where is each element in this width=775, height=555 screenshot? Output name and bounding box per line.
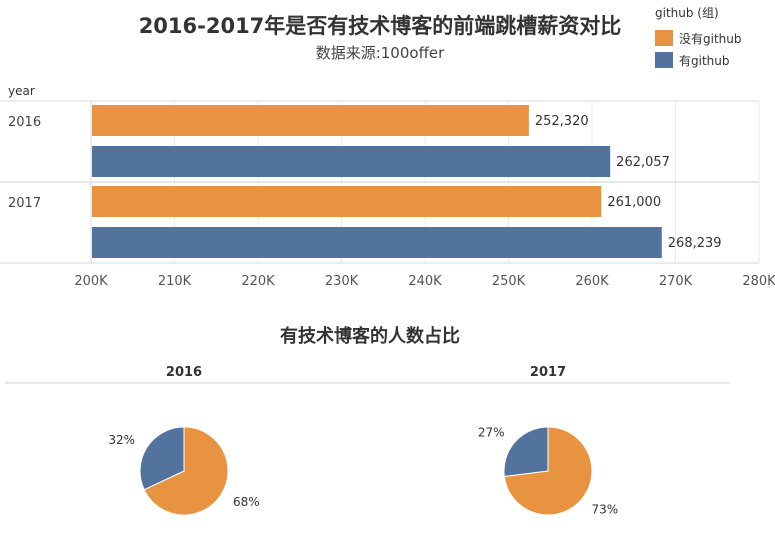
pies-title: 有技术博客的人数占比 bbox=[280, 326, 460, 347]
pie-label: 68% bbox=[233, 495, 260, 509]
legend-label-no-github: 没有github bbox=[679, 31, 742, 46]
pie-label: 27% bbox=[478, 426, 505, 440]
pie-panel-title-2016: 2016 bbox=[166, 365, 202, 380]
y-axis-title: year bbox=[8, 84, 35, 98]
x-tick-label: 270K bbox=[659, 274, 693, 289]
x-tick-label: 250K bbox=[492, 274, 526, 289]
data-label: 252,320 bbox=[535, 114, 589, 129]
data-label: 261,000 bbox=[607, 195, 661, 210]
bar-2017-no-github bbox=[92, 186, 602, 217]
pie-panel-title-2017: 2017 bbox=[530, 365, 566, 380]
pie-slice-2017-github bbox=[503, 426, 549, 478]
x-tick-label: 220K bbox=[241, 274, 275, 289]
pie-slice-2016-no-github bbox=[143, 426, 229, 516]
category-label-2017: 2017 bbox=[8, 196, 41, 211]
legend-title: github (组) bbox=[655, 6, 719, 20]
legend-swatch-github bbox=[655, 52, 673, 68]
legend-item-no-github[interactable]: 没有github bbox=[655, 27, 742, 49]
legend-swatch-no-github bbox=[655, 30, 673, 46]
x-tick-label: 230K bbox=[325, 274, 359, 289]
bar-2016-github bbox=[92, 146, 611, 177]
data-label: 268,239 bbox=[668, 236, 722, 251]
bar-chart: year 2016 252,320 262,057 2017 261,000 268,239… bbox=[0, 84, 775, 289]
x-tick-label: 260K bbox=[575, 274, 609, 289]
category-label-2016: 2016 bbox=[8, 115, 41, 130]
pie-charts: 2016 68% 32% 2017 73% 27% bbox=[5, 365, 730, 516]
legend: github (组) 没有github 有github bbox=[655, 4, 742, 71]
bar-2017-github bbox=[92, 227, 662, 258]
x-tick-label: 200K bbox=[74, 274, 108, 289]
pie-label: 32% bbox=[108, 433, 135, 447]
pie-slice-2016-github bbox=[139, 426, 185, 491]
x-tick-label: 240K bbox=[408, 274, 442, 289]
pie-label: 73% bbox=[592, 502, 619, 516]
data-label: 262,057 bbox=[616, 155, 670, 170]
legend-item-github[interactable]: 有github bbox=[655, 49, 742, 71]
bar-chart-subtitle: 数据来源:100offer bbox=[315, 44, 445, 62]
x-tick-label: 280K bbox=[742, 274, 775, 289]
legend-label-github: 有github bbox=[679, 53, 730, 68]
bar-2016-no-github bbox=[92, 105, 529, 136]
bar-chart-title: 2016-2017年是否有技术博客的前端跳槽薪资对比 bbox=[138, 14, 622, 38]
x-tick-label: 210K bbox=[158, 274, 192, 289]
